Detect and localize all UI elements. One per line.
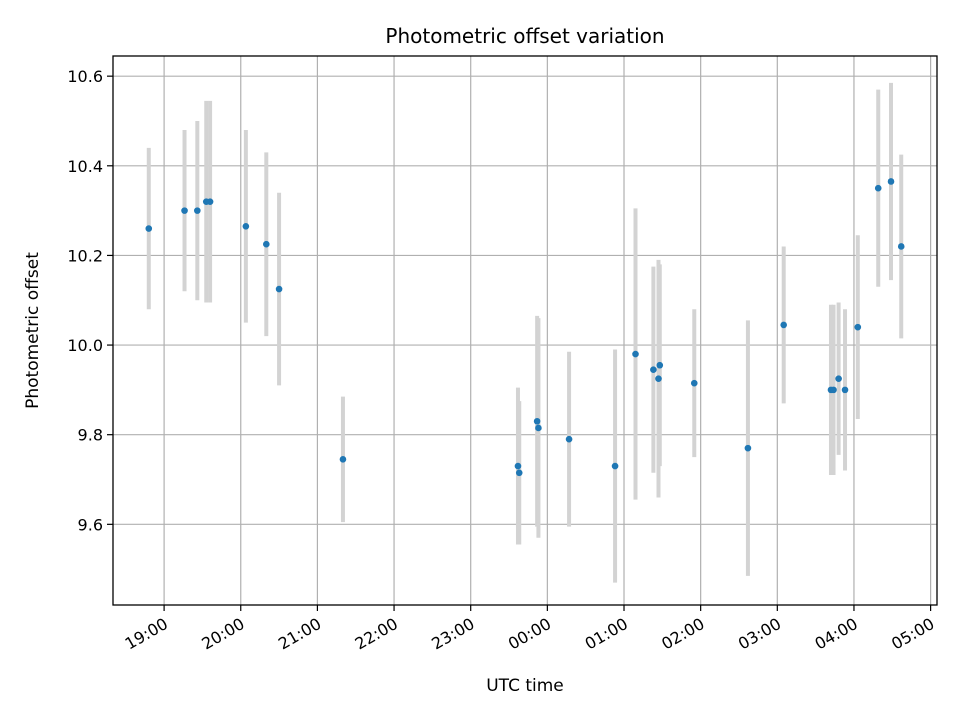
x-tick-label: 19:00 (122, 614, 171, 654)
x-tick-label: 20:00 (198, 614, 247, 654)
y-axis-title: Photometric offset (23, 252, 43, 409)
data-point (835, 375, 842, 382)
data-point (242, 223, 250, 230)
data-point (145, 225, 153, 232)
x-axis-title: UTC time (486, 676, 564, 696)
x-tick-label: 02:00 (658, 614, 707, 654)
x-tick-label: 21:00 (275, 614, 324, 654)
data-point (275, 285, 283, 293)
y-tick-label: 10.6 (67, 67, 103, 86)
data-point (632, 350, 639, 358)
x-tick-label: 23:00 (428, 614, 477, 654)
data-point (565, 435, 573, 443)
grid (113, 56, 937, 605)
error-bars (146, 82, 904, 583)
data-point (514, 462, 522, 470)
x-axis-ticks: 19:00 20:00 21:00 22:00 23:00 00:00 01:00 02:00… (122, 605, 938, 654)
data-point (515, 469, 523, 477)
y-tick-label: 10.4 (67, 157, 103, 176)
data-point (854, 323, 862, 331)
data-point (339, 456, 347, 463)
data-point (533, 417, 541, 425)
data-point (611, 462, 619, 470)
data-point (897, 243, 905, 250)
data-point (887, 178, 895, 185)
data-point (780, 321, 787, 329)
data-point (690, 379, 698, 387)
data-point (206, 198, 214, 205)
y-axis-ticks: 9.6 9.8 10.0 10.2 10.4 10.6 (67, 67, 113, 534)
x-tick-label: 03:00 (735, 614, 784, 654)
data-point (181, 207, 188, 214)
data-point (830, 386, 837, 394)
data-point (263, 240, 270, 248)
chart-title: Photometric offset variation (385, 24, 664, 48)
x-tick-label: 01:00 (582, 614, 631, 654)
data-point (744, 444, 752, 452)
data-point (650, 366, 657, 374)
data-point (655, 375, 662, 382)
y-tick-label: 10.2 (67, 246, 103, 265)
x-tick-label: 22:00 (352, 614, 401, 654)
plot-frame (112, 55, 938, 606)
data-point (535, 424, 542, 432)
y-tick-label: 10.0 (67, 336, 103, 355)
y-tick-label: 9.8 (78, 426, 103, 445)
x-tick-label: 05:00 (888, 614, 937, 654)
data-points (145, 178, 905, 477)
data-point (656, 361, 664, 369)
data-point (194, 207, 201, 214)
x-tick-label: 04:00 (812, 614, 861, 654)
y-tick-label: 9.6 (78, 515, 103, 534)
data-point (841, 386, 849, 394)
data-point (874, 184, 882, 192)
x-tick-label: 00:00 (505, 614, 554, 654)
